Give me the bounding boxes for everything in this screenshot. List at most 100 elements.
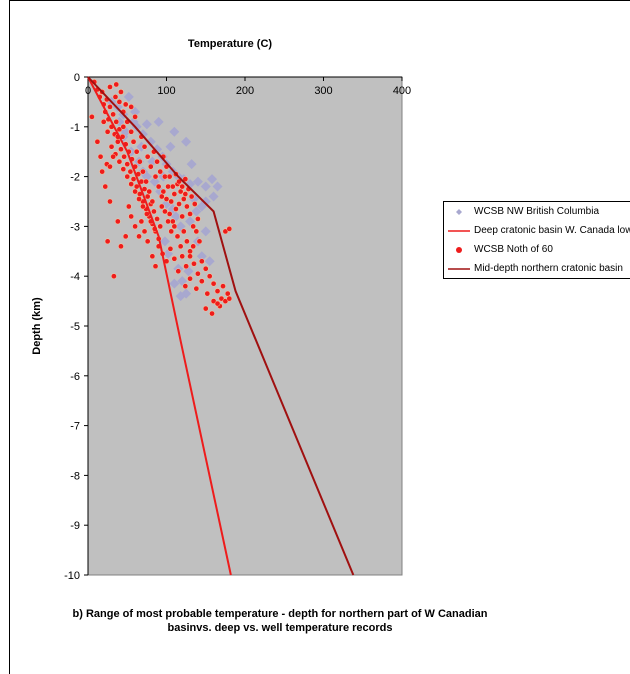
- y-tick-label: -7: [70, 421, 80, 433]
- data-point-circle: [202, 305, 209, 312]
- data-point-circle: [171, 191, 178, 197]
- data-point-circle: [169, 218, 176, 225]
- legend-label: Deep cratonic basin W. Canada low: [474, 225, 630, 236]
- data-point-circle: [144, 193, 151, 200]
- data-point-circle: [151, 208, 157, 215]
- data-point-circle: [226, 295, 233, 302]
- data-point-diamond: [145, 136, 156, 147]
- data-point-circle: [143, 178, 149, 185]
- data-point-circle: [167, 245, 174, 252]
- data-point-circle: [183, 263, 189, 270]
- data-point-circle: [187, 248, 193, 255]
- data-point-circle: [102, 183, 109, 190]
- y-tick-label: -1: [70, 122, 80, 134]
- y-tick-label: -9: [70, 520, 80, 532]
- legend-line-marker: [448, 230, 470, 232]
- data-point-circle: [108, 143, 115, 150]
- data-point-circle: [128, 181, 135, 187]
- data-point-circle: [124, 161, 131, 167]
- data-point-circle: [107, 198, 113, 205]
- data-point-circle: [210, 280, 217, 287]
- data-point-circle: [147, 163, 154, 170]
- data-point-diamond: [204, 256, 215, 267]
- legend-diamond-marker: [456, 209, 462, 215]
- data-point-circle: [100, 118, 107, 125]
- legend-label: WCSB Noth of 60: [474, 244, 553, 255]
- y-tick-label: -6: [70, 371, 80, 383]
- data-point-circle: [121, 153, 127, 160]
- data-point-circle: [182, 283, 189, 290]
- data-point-diamond: [123, 91, 134, 102]
- legend-item-wcsb-nw-bc: WCSB NW British Columbia: [444, 203, 630, 221]
- data-point-circle: [144, 238, 151, 245]
- data-point-circle: [140, 203, 146, 210]
- data-point-circle: [155, 183, 162, 190]
- data-point-circle: [226, 226, 233, 232]
- data-point-circle: [168, 228, 175, 235]
- data-point-diamond: [200, 226, 211, 237]
- data-point-circle: [187, 275, 193, 282]
- data-point-circle: [132, 188, 138, 195]
- data-point-circle: [180, 196, 187, 202]
- data-point-circle: [168, 198, 175, 205]
- data-point-circle: [154, 158, 160, 165]
- data-point-circle: [132, 113, 138, 120]
- y-tick-label: -4: [70, 271, 80, 283]
- data-point-circle: [89, 113, 95, 120]
- y-tick-label: -5: [70, 321, 80, 333]
- data-point-circle: [193, 228, 200, 235]
- data-point-circle: [191, 260, 197, 267]
- data-point-diamond: [153, 116, 164, 127]
- data-point-circle: [182, 191, 189, 197]
- legend-item-deep-cratonic: Deep cratonic basin W. Canada low: [444, 222, 630, 240]
- data-point-circle: [107, 104, 113, 110]
- data-point-diamond: [192, 176, 203, 187]
- data-point-circle: [104, 128, 111, 135]
- data-point-diamond: [186, 159, 197, 170]
- y-tick-label: -3: [70, 221, 80, 233]
- data-point-circle: [113, 81, 120, 88]
- data-point-circle: [152, 263, 159, 270]
- data-point-circle: [112, 94, 119, 100]
- data-point-circle: [179, 253, 186, 260]
- data-point-circle: [149, 198, 156, 205]
- chart-caption: b) Range of most probable temperature - …: [72, 608, 488, 634]
- data-point-circle: [202, 265, 209, 272]
- data-point-circle: [214, 288, 221, 294]
- data-point-circle: [174, 233, 181, 240]
- data-point-circle: [144, 153, 151, 160]
- data-point-circle: [195, 270, 201, 277]
- data-point-circle: [94, 138, 101, 145]
- data-point-circle: [204, 290, 211, 297]
- data-point-circle: [107, 163, 113, 170]
- data-point-circle: [110, 111, 116, 118]
- data-point-circle: [166, 173, 173, 180]
- data-point-circle: [195, 216, 201, 222]
- data-point-circle: [187, 211, 193, 217]
- data-point-circle: [128, 213, 135, 220]
- data-point-diamond: [169, 278, 180, 289]
- data-point-circle: [220, 283, 226, 290]
- chart-frame: [9, 0, 630, 674]
- data-point-circle: [111, 273, 117, 280]
- data-point-circle: [149, 253, 156, 260]
- data-point-circle: [171, 255, 178, 262]
- data-point-circle: [165, 218, 171, 225]
- data-point-circle: [146, 188, 153, 195]
- series-line: [87, 76, 355, 576]
- data-point-circle: [130, 138, 137, 145]
- data-point-circle: [187, 253, 193, 260]
- data-point-diamond: [191, 206, 202, 217]
- x-tick-label: 100: [157, 85, 175, 97]
- data-point-circle: [118, 146, 124, 153]
- data-point-diamond: [149, 176, 160, 187]
- data-point-circle: [114, 138, 121, 145]
- data-point-circle: [132, 223, 138, 230]
- data-point-circle: [173, 206, 179, 212]
- x-tick-label: 200: [236, 85, 254, 97]
- data-point-diamond: [200, 196, 211, 207]
- data-point-circle: [118, 89, 124, 95]
- data-point-circle: [141, 228, 148, 235]
- data-point-circle: [193, 285, 200, 292]
